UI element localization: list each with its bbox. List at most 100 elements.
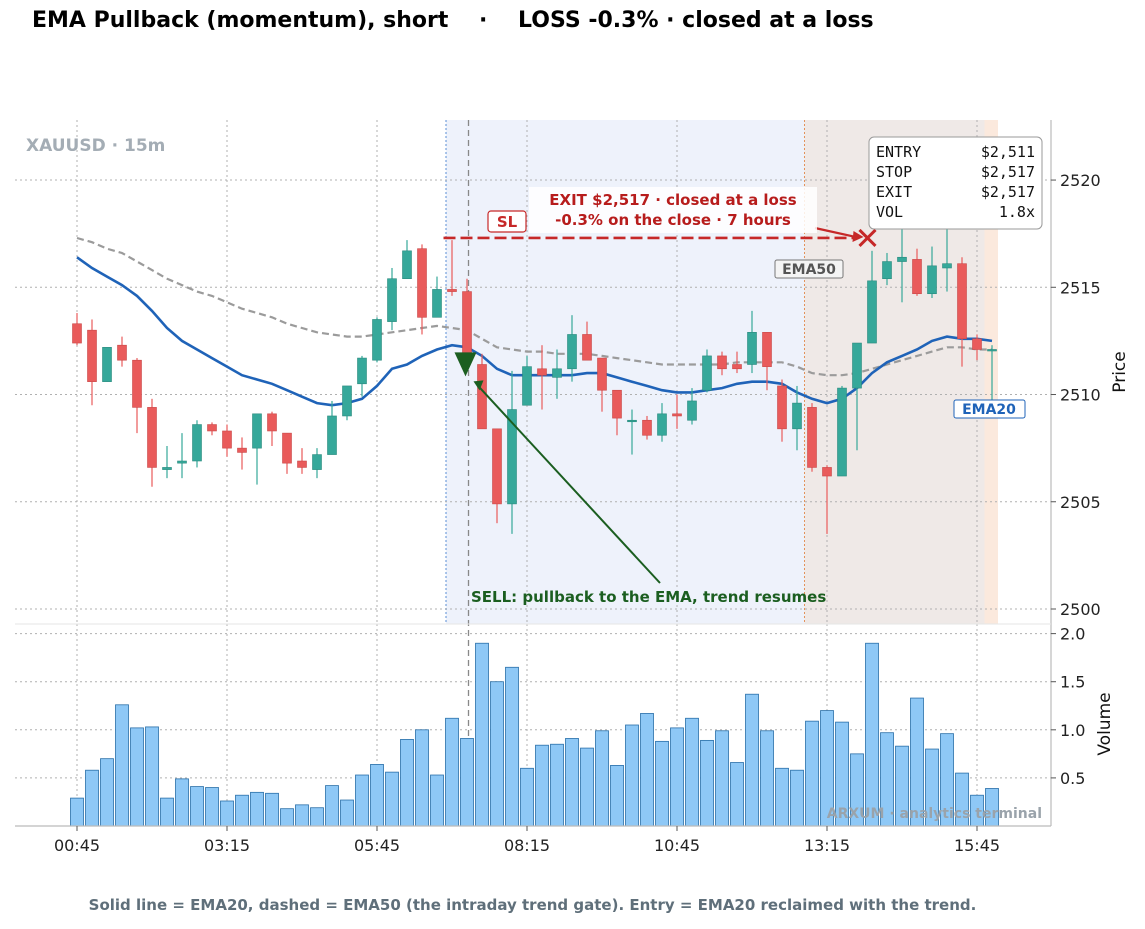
candle-body [612, 389, 622, 419]
chart-footnote: Solid line = EMA20, dashed = EMA50 (the … [88, 896, 977, 914]
candle [762, 332, 772, 391]
ema50-label-text: EMA50 [782, 262, 836, 278]
candle-body [762, 332, 772, 367]
candle-body [147, 407, 157, 468]
candle [867, 250, 877, 344]
volume-bar [475, 642, 489, 827]
candle-body [807, 407, 817, 468]
candle [417, 244, 427, 335]
price-axis-label: Price [1110, 351, 1130, 392]
candle-body [207, 424, 217, 432]
candle [972, 334, 982, 361]
symbol-watermark: XAUUSD · 15m [26, 136, 165, 156]
volume-bar [370, 764, 384, 827]
volume-bar [235, 794, 249, 827]
candle-body [882, 261, 892, 280]
ema20-label: EMA20 [953, 399, 1026, 419]
candle-body [777, 385, 787, 430]
info-box-value: $2,517 [981, 163, 1035, 181]
candle [117, 336, 127, 367]
chart-title: EMA Pullback (momentum), short · LOSS -0… [32, 8, 874, 33]
candle [447, 240, 457, 296]
candle [102, 347, 112, 382]
candle-body [837, 387, 847, 477]
volume-bar [730, 762, 744, 827]
volume-bar [160, 797, 174, 827]
candle [627, 409, 637, 455]
candle [177, 433, 187, 479]
entry-marker [454, 352, 477, 377]
candle-body [957, 263, 967, 340]
candle [372, 317, 382, 363]
volume-bar [625, 724, 639, 827]
candle-body [192, 424, 202, 462]
trade-info-box: ENTRY $2,511 STOP $2,517 EXIT $2,517 VOL 1.8x [868, 136, 1043, 230]
candle [582, 321, 592, 361]
volume-bar [775, 767, 789, 827]
candle-body [117, 344, 127, 361]
candle [807, 403, 817, 472]
time-tick-label: 13:15 [804, 836, 850, 855]
volume-bar [280, 808, 294, 827]
info-box-value: 1.8x [999, 203, 1035, 221]
candle [267, 411, 277, 446]
exit-arrow-head [852, 230, 864, 242]
volume-bar [655, 740, 669, 827]
ema50-label: EMA50 [774, 259, 844, 279]
exit-annotation-line1: EXIT $2,517 · closed at a loss [549, 191, 797, 209]
volume-bar [295, 804, 309, 827]
candle-body [72, 323, 82, 344]
candle-body [852, 342, 862, 389]
volume-bar [535, 744, 549, 827]
ema50-line [76, 236, 992, 377]
volume-bar [700, 739, 714, 827]
candle [792, 385, 802, 451]
candle [342, 385, 352, 421]
candle-body [507, 409, 517, 505]
candle [192, 420, 202, 468]
volume-bar [805, 720, 819, 827]
candle-body [747, 332, 757, 365]
candle [852, 342, 862, 451]
candle [522, 355, 532, 406]
volume-bar [250, 791, 264, 827]
candle-body [462, 291, 472, 357]
candle [567, 315, 577, 382]
stop-label: SL [487, 210, 527, 233]
volume-bar [70, 797, 84, 827]
volume-bar [610, 765, 624, 827]
candle-body [597, 357, 607, 391]
volume-tick-label: 0.5 [1060, 769, 1085, 788]
volume-bar [385, 771, 399, 827]
volume-tick-label: 1.5 [1060, 673, 1085, 692]
volume-bar [760, 730, 774, 827]
time-tick-label: 03:15 [204, 836, 250, 855]
volume-bar [490, 681, 504, 827]
candle [357, 355, 367, 397]
price-tick-label: 2515 [1060, 278, 1101, 297]
ema20-label-text: EMA20 [962, 402, 1016, 418]
candle [897, 227, 907, 303]
volume-bar [145, 726, 159, 827]
volume-bar [220, 800, 234, 827]
candle-body [537, 368, 547, 376]
axes: 2500 2505 2510 2515 2520 0.5 1.0 1.5 2.0 00:45 03:… [15, 120, 1101, 855]
time-tick-label: 05:45 [354, 836, 400, 855]
candle [987, 345, 997, 401]
time-tick-label: 00:45 [54, 836, 100, 855]
volume-bar [595, 730, 609, 827]
candle [777, 379, 787, 442]
candle [597, 357, 607, 412]
candle-body [672, 413, 682, 417]
exit-annotation: EXIT $2,517 · closed at a loss -0.3% on … [529, 187, 817, 233]
candle [297, 448, 307, 474]
candle [537, 345, 547, 410]
candle [87, 319, 97, 406]
extension-zone [984, 120, 998, 624]
price-tick-label: 2500 [1060, 600, 1101, 619]
volume-bar [355, 774, 369, 827]
volume-tick-label: 2.0 [1060, 625, 1085, 644]
time-tick-label: 08:15 [504, 836, 550, 855]
volume-bar [715, 730, 729, 827]
